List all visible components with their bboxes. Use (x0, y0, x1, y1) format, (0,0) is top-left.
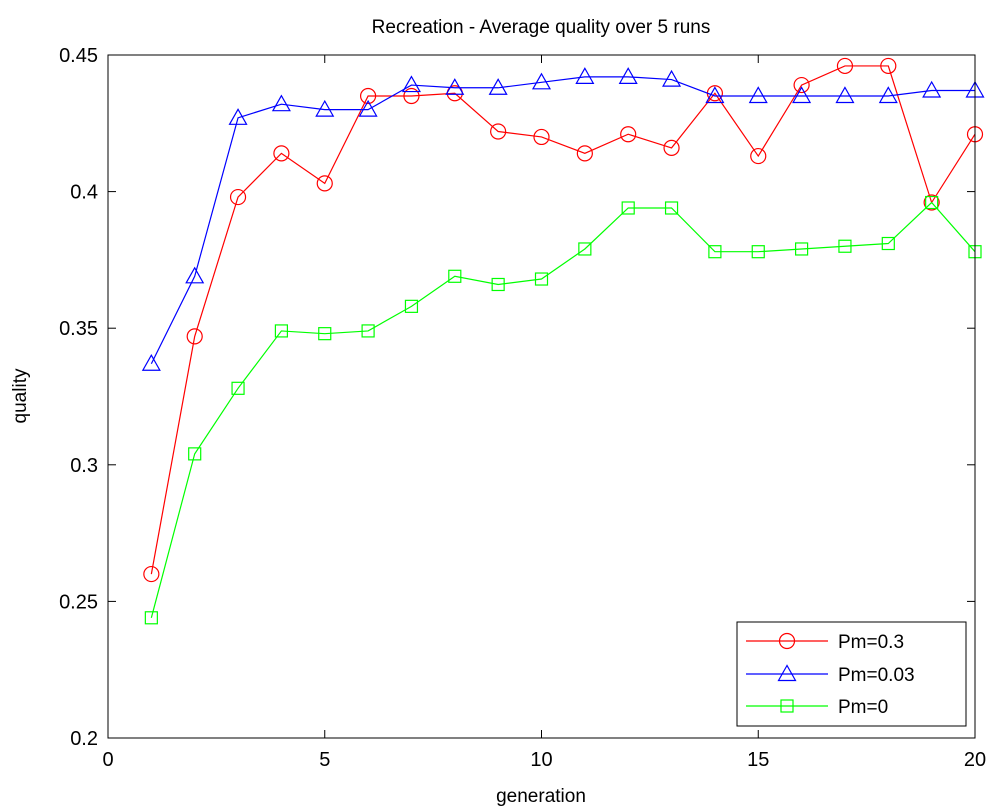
data-point (663, 139, 680, 156)
data-point (315, 99, 335, 117)
legend-entry: Pm=0 (746, 697, 888, 718)
data-point (185, 266, 205, 284)
y-tick-label: 0.4 (70, 182, 98, 204)
data-point (750, 147, 767, 165)
data-point (662, 69, 682, 87)
y-tick-label: 0.2 (70, 728, 98, 750)
data-point (751, 245, 765, 259)
data-point (188, 447, 202, 461)
data-point (618, 67, 638, 84)
data-point (705, 86, 725, 104)
data-point (620, 126, 637, 143)
data-point (578, 242, 592, 256)
x-tick-label: 5 (319, 749, 330, 771)
data-point (533, 128, 550, 146)
x-axis-label: generation (496, 786, 586, 807)
y-tick-label: 0.25 (59, 591, 98, 613)
y-axis-label: quality (10, 368, 31, 423)
data-point (534, 272, 549, 286)
data-point (231, 381, 245, 395)
series-3 (144, 195, 982, 625)
data-point (838, 239, 852, 253)
data-point (228, 108, 248, 125)
data-point (708, 245, 722, 259)
data-point (575, 67, 595, 84)
chart-title: Recreation - Average quality over 5 runs (372, 17, 711, 38)
x-tick-label: 20 (964, 749, 986, 771)
data-point (664, 201, 679, 215)
data-point (141, 353, 161, 371)
data-point (836, 57, 854, 75)
data-point (531, 72, 552, 90)
legend-marker (777, 664, 797, 682)
y-tick-label: 0.35 (59, 318, 98, 340)
legend-marker (778, 632, 796, 650)
legend-label: Pm=0.3 (838, 632, 904, 653)
data-point (621, 201, 635, 215)
data-point (835, 86, 855, 104)
data-point (403, 87, 420, 105)
legend-label: Pm=0 (838, 697, 888, 718)
data-point (488, 78, 508, 95)
data-point (274, 324, 288, 338)
data-point (490, 123, 507, 140)
data-point (881, 236, 895, 251)
data-point (401, 75, 421, 93)
y-tick-label: 0.3 (70, 455, 98, 477)
data-point (229, 188, 247, 206)
series-line (150, 201, 976, 618)
data-point (445, 78, 465, 95)
data-point (878, 86, 898, 104)
y-tick-label: 0.45 (59, 45, 98, 67)
data-point (491, 277, 505, 292)
data-point (576, 145, 593, 162)
data-point (794, 242, 809, 256)
data-point (358, 99, 378, 117)
data-point (186, 328, 203, 345)
data-point (318, 327, 332, 341)
legend: Pm=0.3 Pm=0.03 Pm=0 (736, 621, 967, 727)
data-point (273, 145, 290, 162)
data-point (748, 86, 768, 104)
x-tick-label: 10 (530, 749, 552, 771)
legend-entry: Pm=0.3 (746, 632, 904, 653)
data-point (360, 87, 377, 105)
ticks-layer: 0 5 10 15 20 0.2 0.25 0.3 0.35 0.4 0.45 (59, 45, 986, 771)
series-layer (141, 57, 985, 625)
data-point (922, 80, 942, 98)
data-point (448, 269, 462, 283)
data-point (880, 57, 897, 75)
data-point (316, 175, 333, 192)
data-point (144, 611, 158, 625)
series-2 (141, 67, 985, 371)
legend-marker (780, 699, 794, 713)
legend-entry: Pm=0.03 (746, 664, 915, 686)
data-point (923, 194, 940, 211)
series-line (150, 76, 975, 364)
x-tick-label: 15 (747, 749, 769, 771)
data-point (361, 324, 375, 338)
data-point (404, 299, 419, 313)
data-point (271, 94, 291, 112)
data-point (143, 565, 160, 583)
data-point (792, 86, 812, 104)
legend-items: Pm=0.3 Pm=0.03 Pm=0 (746, 632, 915, 718)
x-tick-label: 0 (102, 749, 113, 771)
data-point (793, 76, 810, 94)
data-point (925, 195, 939, 210)
legend-label: Pm=0.03 (838, 665, 915, 686)
